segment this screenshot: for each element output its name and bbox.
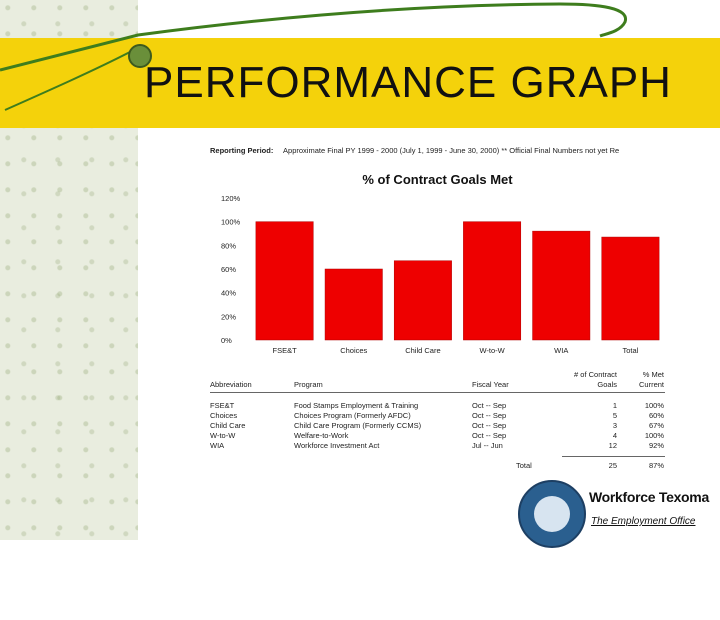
y-tick-label: 60%	[221, 265, 236, 274]
y-tick-label: 120%	[221, 194, 241, 203]
table-header-row: Abbreviation Program Fiscal Year Goals C…	[210, 380, 670, 390]
table-total-row: Total 25 87%	[210, 461, 670, 471]
decorative-swoosh	[0, 2, 627, 111]
x-tick-label: FSE&T	[272, 346, 297, 355]
cell-program: Workforce Investment Act	[294, 441, 380, 450]
cell-pct: 92%	[648, 441, 664, 450]
table-row: FSE&T Food Stamps Employment & Training …	[210, 401, 670, 411]
y-tick-label: 20%	[221, 312, 236, 321]
bar-total	[601, 236, 660, 341]
cell-pct: 60%	[648, 411, 664, 420]
table-row: W-to-W Welfare-to-Work Oct -- Sep 4 100%	[210, 431, 670, 441]
cell-fiscal-year: Oct -- Sep	[472, 411, 507, 420]
x-tick-label: W-to-W	[479, 346, 505, 355]
bar-fse-t	[255, 221, 314, 341]
cell-pct: 100%	[644, 431, 664, 440]
cell-abbr: Choices	[210, 411, 238, 420]
brand-tagline: The Employment Office	[591, 516, 696, 527]
table-header-row-top: # of Contract % Met	[210, 370, 670, 380]
y-tick-label: 100%	[221, 218, 241, 227]
reporting-period-label: Reporting Period:	[210, 146, 274, 155]
header-goals-line2: Goals	[597, 380, 617, 389]
reporting-period-text: Approximate Final PY 1999 - 2000 (July 1…	[283, 146, 620, 155]
chart-title: % of Contract Goals Met	[362, 172, 513, 187]
header-pct-line2: Current	[638, 380, 664, 389]
cell-goals: 1	[612, 401, 617, 410]
header-pct-line1: % Met	[642, 370, 664, 379]
y-tick-label: 40%	[221, 289, 236, 298]
cell-program: Welfare-to-Work	[294, 431, 349, 440]
x-tick-label: WIA	[554, 346, 568, 355]
total-pct: 87%	[648, 461, 664, 470]
x-tick-label: Child Care	[405, 346, 440, 355]
header-goals-line1: # of Contract	[574, 370, 617, 379]
cell-goals: 3	[612, 421, 617, 430]
cell-program: Child Care Program (Formerly CCMS)	[294, 421, 422, 430]
header-abbreviation: Abbreviation	[210, 380, 252, 389]
cell-program: Choices Program (Formerly AFDC)	[294, 411, 411, 420]
cell-abbr: FSE&T	[210, 401, 235, 410]
bar-wia	[532, 230, 591, 341]
total-divider	[562, 456, 665, 457]
bar-w-to-w	[463, 221, 522, 341]
header-program: Program	[294, 380, 323, 389]
y-tick-label: 80%	[221, 241, 236, 250]
cell-fiscal-year: Jul -- Jun	[472, 441, 503, 450]
y-tick-label: 0%	[221, 336, 232, 345]
header-divider	[210, 392, 665, 393]
x-tick-label: Total	[622, 346, 638, 355]
cell-pct: 67%	[648, 421, 664, 430]
cell-fiscal-year: Oct -- Sep	[472, 431, 507, 440]
title-bar	[0, 38, 720, 128]
cell-program: Food Stamps Employment & Training	[294, 401, 419, 410]
cell-goals: 4	[612, 431, 617, 440]
total-goals: 25	[608, 461, 617, 470]
cell-fiscal-year: Oct -- Sep	[472, 421, 507, 430]
x-tick-label: Choices	[340, 346, 367, 355]
page-title: PERFORMANCE GRAPH	[144, 58, 672, 107]
bar-child-care	[393, 260, 452, 341]
header-fiscal-year: Fiscal Year	[472, 380, 509, 389]
table-row: WIA Workforce Investment Act Jul -- Jun …	[210, 441, 670, 451]
cell-abbr: W-to-W	[210, 431, 236, 440]
bar-chart: 120% 100% 80% 60% 40% 20% 0% FSE&T Choices Child …	[221, 194, 660, 355]
bar-choices	[324, 268, 383, 341]
globe-bullet-icon	[128, 44, 152, 68]
cell-pct: 100%	[644, 401, 664, 410]
cell-goals: 12	[608, 441, 617, 450]
workforce-logo	[518, 480, 586, 548]
brand-name: Workforce Texoma	[589, 489, 709, 505]
cell-goals: 5	[612, 411, 617, 420]
total-label: Total	[516, 461, 532, 470]
cell-fiscal-year: Oct -- Sep	[472, 401, 507, 410]
cell-abbr: Child Care	[210, 421, 246, 430]
reporting-period: Reporting Period: Approximate Final PY 1…	[210, 146, 668, 155]
cell-abbr: WIA	[210, 441, 225, 450]
table-row: Child Care Child Care Program (Formerly …	[210, 421, 670, 431]
table-row: Choices Choices Program (Formerly AFDC) …	[210, 411, 670, 421]
